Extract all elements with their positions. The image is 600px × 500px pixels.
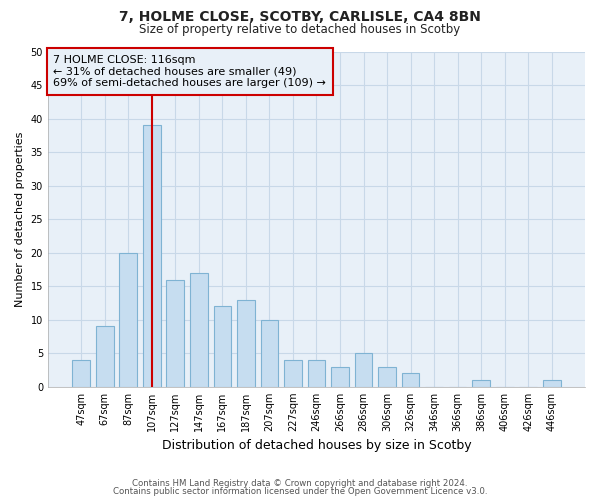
Bar xyxy=(119,252,137,387)
Bar xyxy=(402,374,419,387)
Text: 7 HOLME CLOSE: 116sqm
← 31% of detached houses are smaller (49)
69% of semi-deta: 7 HOLME CLOSE: 116sqm ← 31% of detached … xyxy=(53,55,326,88)
Bar xyxy=(237,300,254,387)
Bar xyxy=(355,354,373,387)
Bar xyxy=(331,366,349,387)
Bar xyxy=(73,360,90,387)
Bar xyxy=(190,273,208,387)
Bar xyxy=(284,360,302,387)
Text: 7, HOLME CLOSE, SCOTBY, CARLISLE, CA4 8BN: 7, HOLME CLOSE, SCOTBY, CARLISLE, CA4 8B… xyxy=(119,10,481,24)
Bar xyxy=(378,366,396,387)
Y-axis label: Number of detached properties: Number of detached properties xyxy=(15,132,25,307)
Bar xyxy=(260,320,278,387)
Text: Size of property relative to detached houses in Scotby: Size of property relative to detached ho… xyxy=(139,22,461,36)
Bar xyxy=(472,380,490,387)
Bar xyxy=(214,306,231,387)
Text: Contains HM Land Registry data © Crown copyright and database right 2024.: Contains HM Land Registry data © Crown c… xyxy=(132,478,468,488)
Bar xyxy=(143,126,161,387)
Text: Contains public sector information licensed under the Open Government Licence v3: Contains public sector information licen… xyxy=(113,487,487,496)
Bar xyxy=(308,360,325,387)
Bar xyxy=(543,380,560,387)
X-axis label: Distribution of detached houses by size in Scotby: Distribution of detached houses by size … xyxy=(161,440,471,452)
Bar xyxy=(166,280,184,387)
Bar xyxy=(96,326,113,387)
